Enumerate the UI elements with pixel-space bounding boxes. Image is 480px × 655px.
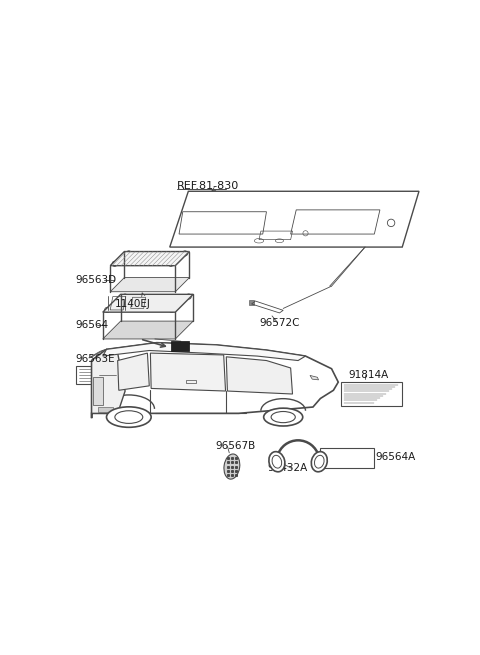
Circle shape xyxy=(126,251,132,256)
Text: 96572C: 96572C xyxy=(259,318,300,328)
Polygon shape xyxy=(110,278,190,291)
Bar xyxy=(341,382,402,406)
Bar xyxy=(98,407,113,412)
Ellipse shape xyxy=(224,454,240,479)
Polygon shape xyxy=(150,353,226,391)
Polygon shape xyxy=(89,349,106,358)
Text: 96564: 96564 xyxy=(75,320,108,330)
Polygon shape xyxy=(103,294,193,312)
Polygon shape xyxy=(103,343,305,360)
Circle shape xyxy=(186,294,192,299)
Polygon shape xyxy=(118,353,149,390)
Circle shape xyxy=(169,307,174,312)
Circle shape xyxy=(105,307,110,312)
Ellipse shape xyxy=(264,408,303,426)
FancyBboxPatch shape xyxy=(171,341,189,351)
Ellipse shape xyxy=(107,407,151,427)
Text: 96567B: 96567B xyxy=(216,441,256,451)
Polygon shape xyxy=(310,375,319,380)
Text: 96563D: 96563D xyxy=(75,275,116,285)
Bar xyxy=(186,380,196,383)
Text: 91814A: 91814A xyxy=(348,371,388,381)
Bar xyxy=(94,377,103,405)
Ellipse shape xyxy=(312,452,327,472)
Polygon shape xyxy=(92,349,125,413)
Text: 96563E: 96563E xyxy=(76,354,115,364)
Polygon shape xyxy=(92,343,338,418)
Polygon shape xyxy=(110,252,190,266)
Circle shape xyxy=(112,261,117,267)
Bar xyxy=(76,365,117,384)
Bar xyxy=(249,299,254,305)
Polygon shape xyxy=(103,321,193,339)
Circle shape xyxy=(182,251,188,256)
Text: 95432A: 95432A xyxy=(267,464,308,474)
Circle shape xyxy=(122,294,128,299)
Text: 96564A: 96564A xyxy=(375,451,416,462)
Circle shape xyxy=(168,261,173,267)
Polygon shape xyxy=(226,357,292,394)
Text: REF.81-830: REF.81-830 xyxy=(177,181,240,191)
Bar xyxy=(321,448,374,468)
Text: 1140EJ: 1140EJ xyxy=(115,299,151,309)
Ellipse shape xyxy=(269,452,285,472)
